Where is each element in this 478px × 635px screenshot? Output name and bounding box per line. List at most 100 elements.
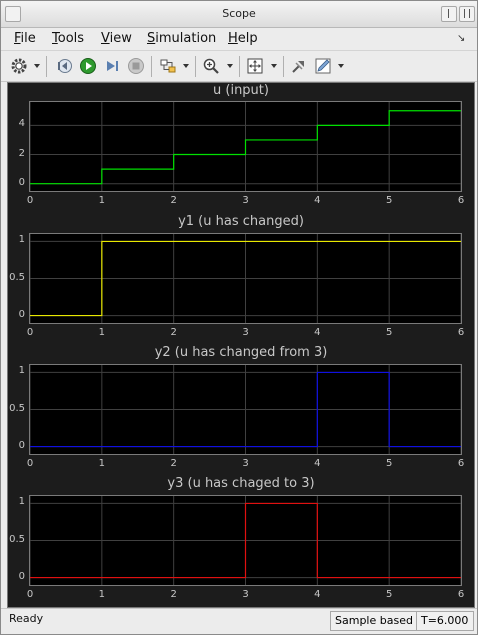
plot-svg-y1 <box>30 234 461 323</box>
menu-file-mnemonic: F <box>14 31 21 46</box>
highlight-block-icon[interactable] <box>159 57 177 75</box>
y3-ytick-label: 1 <box>18 496 25 508</box>
y3-ytick-label: 0 <box>18 570 25 582</box>
stop-icon[interactable] <box>127 57 145 75</box>
plot-svg-u <box>30 102 461 191</box>
menu-file[interactable]: File <box>14 31 36 46</box>
u-series-line <box>30 110 461 185</box>
u-xtick-label: 3 <box>242 195 249 206</box>
edit-icon[interactable] <box>314 57 332 75</box>
status-bar: Ready Sample based T=6.000 <box>1 608 477 635</box>
sim-time-field: T=6.000 <box>416 611 474 631</box>
y1-ytick-label: 0.5 <box>9 271 25 283</box>
sample-mode-field: Sample based <box>330 611 418 631</box>
menu-tools-label: ools <box>57 31 85 46</box>
menu-simulation-mnemonic: S <box>147 31 156 46</box>
y1-ytick-label: 0 <box>18 308 25 320</box>
u-xtick-label: 4 <box>314 195 321 206</box>
u-ytick-label: 0 <box>18 176 25 188</box>
y2-series-line <box>30 371 461 448</box>
settings-dropdown-arrow[interactable] <box>34 64 40 68</box>
close-button[interactable] <box>459 6 475 22</box>
menu-bar: File Tools View Simulation Help ↘ <box>1 28 477 50</box>
y2-xtick-label: 2 <box>170 458 177 469</box>
toolbar-separator <box>195 56 196 77</box>
y3-xtick-label: 3 <box>242 589 249 600</box>
y3-xtick-label: 1 <box>98 589 106 600</box>
y3-ytick-label: 0.5 <box>9 533 25 545</box>
y3-xtick-label: 0 <box>26 589 34 600</box>
y2-xtick-label: 6 <box>457 458 465 469</box>
y2-xtick-label: 5 <box>385 458 393 469</box>
u-xtick-label: 5 <box>385 195 393 206</box>
y3-xtick-label: 6 <box>457 589 465 600</box>
plot-title-u: u (input) <box>213 83 269 98</box>
window-menu-button[interactable] <box>5 6 21 22</box>
u-xtick-label: 2 <box>170 195 177 206</box>
y3-xtick-label: 5 <box>385 589 393 600</box>
menu-simulation[interactable]: Simulation <box>147 31 216 46</box>
y1-xtick-label: 3 <box>242 327 249 338</box>
edit-dropdown-arrow[interactable] <box>338 64 344 68</box>
menu-tools[interactable]: Tools <box>52 31 84 46</box>
menu-file-label: ile <box>20 31 36 46</box>
u-ytick-label: 2 <box>18 147 25 159</box>
toolbar-separator <box>151 56 152 77</box>
y3-xtick-label: 2 <box>170 589 177 600</box>
y1-xtick-label: 6 <box>457 327 465 338</box>
plot-title-y3: y3 (u has chaged to 3) <box>167 476 315 491</box>
maximize-button[interactable] <box>441 6 457 22</box>
axes-y3[interactable] <box>29 495 462 586</box>
y2-xtick-label: 1 <box>98 458 106 469</box>
title-bar[interactable]: Scope <box>1 1 477 28</box>
toolbar-separator <box>46 56 47 77</box>
highlight-dropdown-arrow[interactable] <box>183 64 189 68</box>
y3-series-line <box>30 502 461 579</box>
zoom-in-icon[interactable] <box>202 57 220 75</box>
y1-xtick-label: 4 <box>314 327 321 338</box>
y2-xtick-label: 0 <box>26 458 34 469</box>
toolbar-separator <box>283 56 284 77</box>
axes-u[interactable] <box>29 101 462 192</box>
y2-ytick-label: 0.5 <box>9 402 25 414</box>
toolbar <box>1 50 477 82</box>
step-forward-icon[interactable] <box>103 57 121 75</box>
back-step-icon[interactable] <box>55 57 73 75</box>
menu-help[interactable]: Help <box>228 31 258 46</box>
menu-view-label: iew <box>109 31 132 46</box>
menu-view-mnemonic: V <box>101 31 110 46</box>
axes-y1[interactable] <box>29 233 462 324</box>
gear-icon[interactable] <box>10 57 28 75</box>
u-xtick-label: 6 <box>457 195 465 206</box>
u-xtick-label: 1 <box>98 195 106 206</box>
run-icon[interactable] <box>79 57 97 75</box>
autoscale-icon[interactable] <box>246 57 264 75</box>
menu-view[interactable]: View <box>101 31 132 46</box>
u-xtick-label: 0 <box>26 195 34 206</box>
window-title: Scope <box>222 7 256 20</box>
plot-svg-y3 <box>30 496 461 585</box>
plot-title-y1: y1 (u has changed) <box>178 214 304 229</box>
dock-arrow-icon[interactable]: ↘ <box>457 33 466 44</box>
menu-tools-mnemonic: T <box>52 31 58 46</box>
restore-view-icon[interactable] <box>290 57 308 75</box>
y1-xtick-label: 5 <box>385 327 393 338</box>
y1-xtick-label: 1 <box>98 327 106 338</box>
axes-y2[interactable] <box>29 364 462 455</box>
y1-xtick-label: 0 <box>26 327 34 338</box>
y2-xtick-label: 3 <box>242 458 249 469</box>
autoscale-dropdown-arrow[interactable] <box>271 64 277 68</box>
y2-ytick-label: 0 <box>18 439 25 451</box>
plot-title-y2: y2 (u has changed from 3) <box>154 345 328 360</box>
menu-help-mnemonic: H <box>228 31 238 46</box>
y3-xtick-label: 4 <box>314 589 321 600</box>
status-text: Ready <box>9 612 44 625</box>
menu-help-label: elp <box>237 31 258 46</box>
y1-xtick-label: 2 <box>170 327 177 338</box>
zoom-dropdown-arrow[interactable] <box>227 64 233 68</box>
y1-series-line <box>30 240 461 317</box>
y2-xtick-label: 4 <box>314 458 321 469</box>
y2-ytick-label: 1 <box>18 365 25 377</box>
